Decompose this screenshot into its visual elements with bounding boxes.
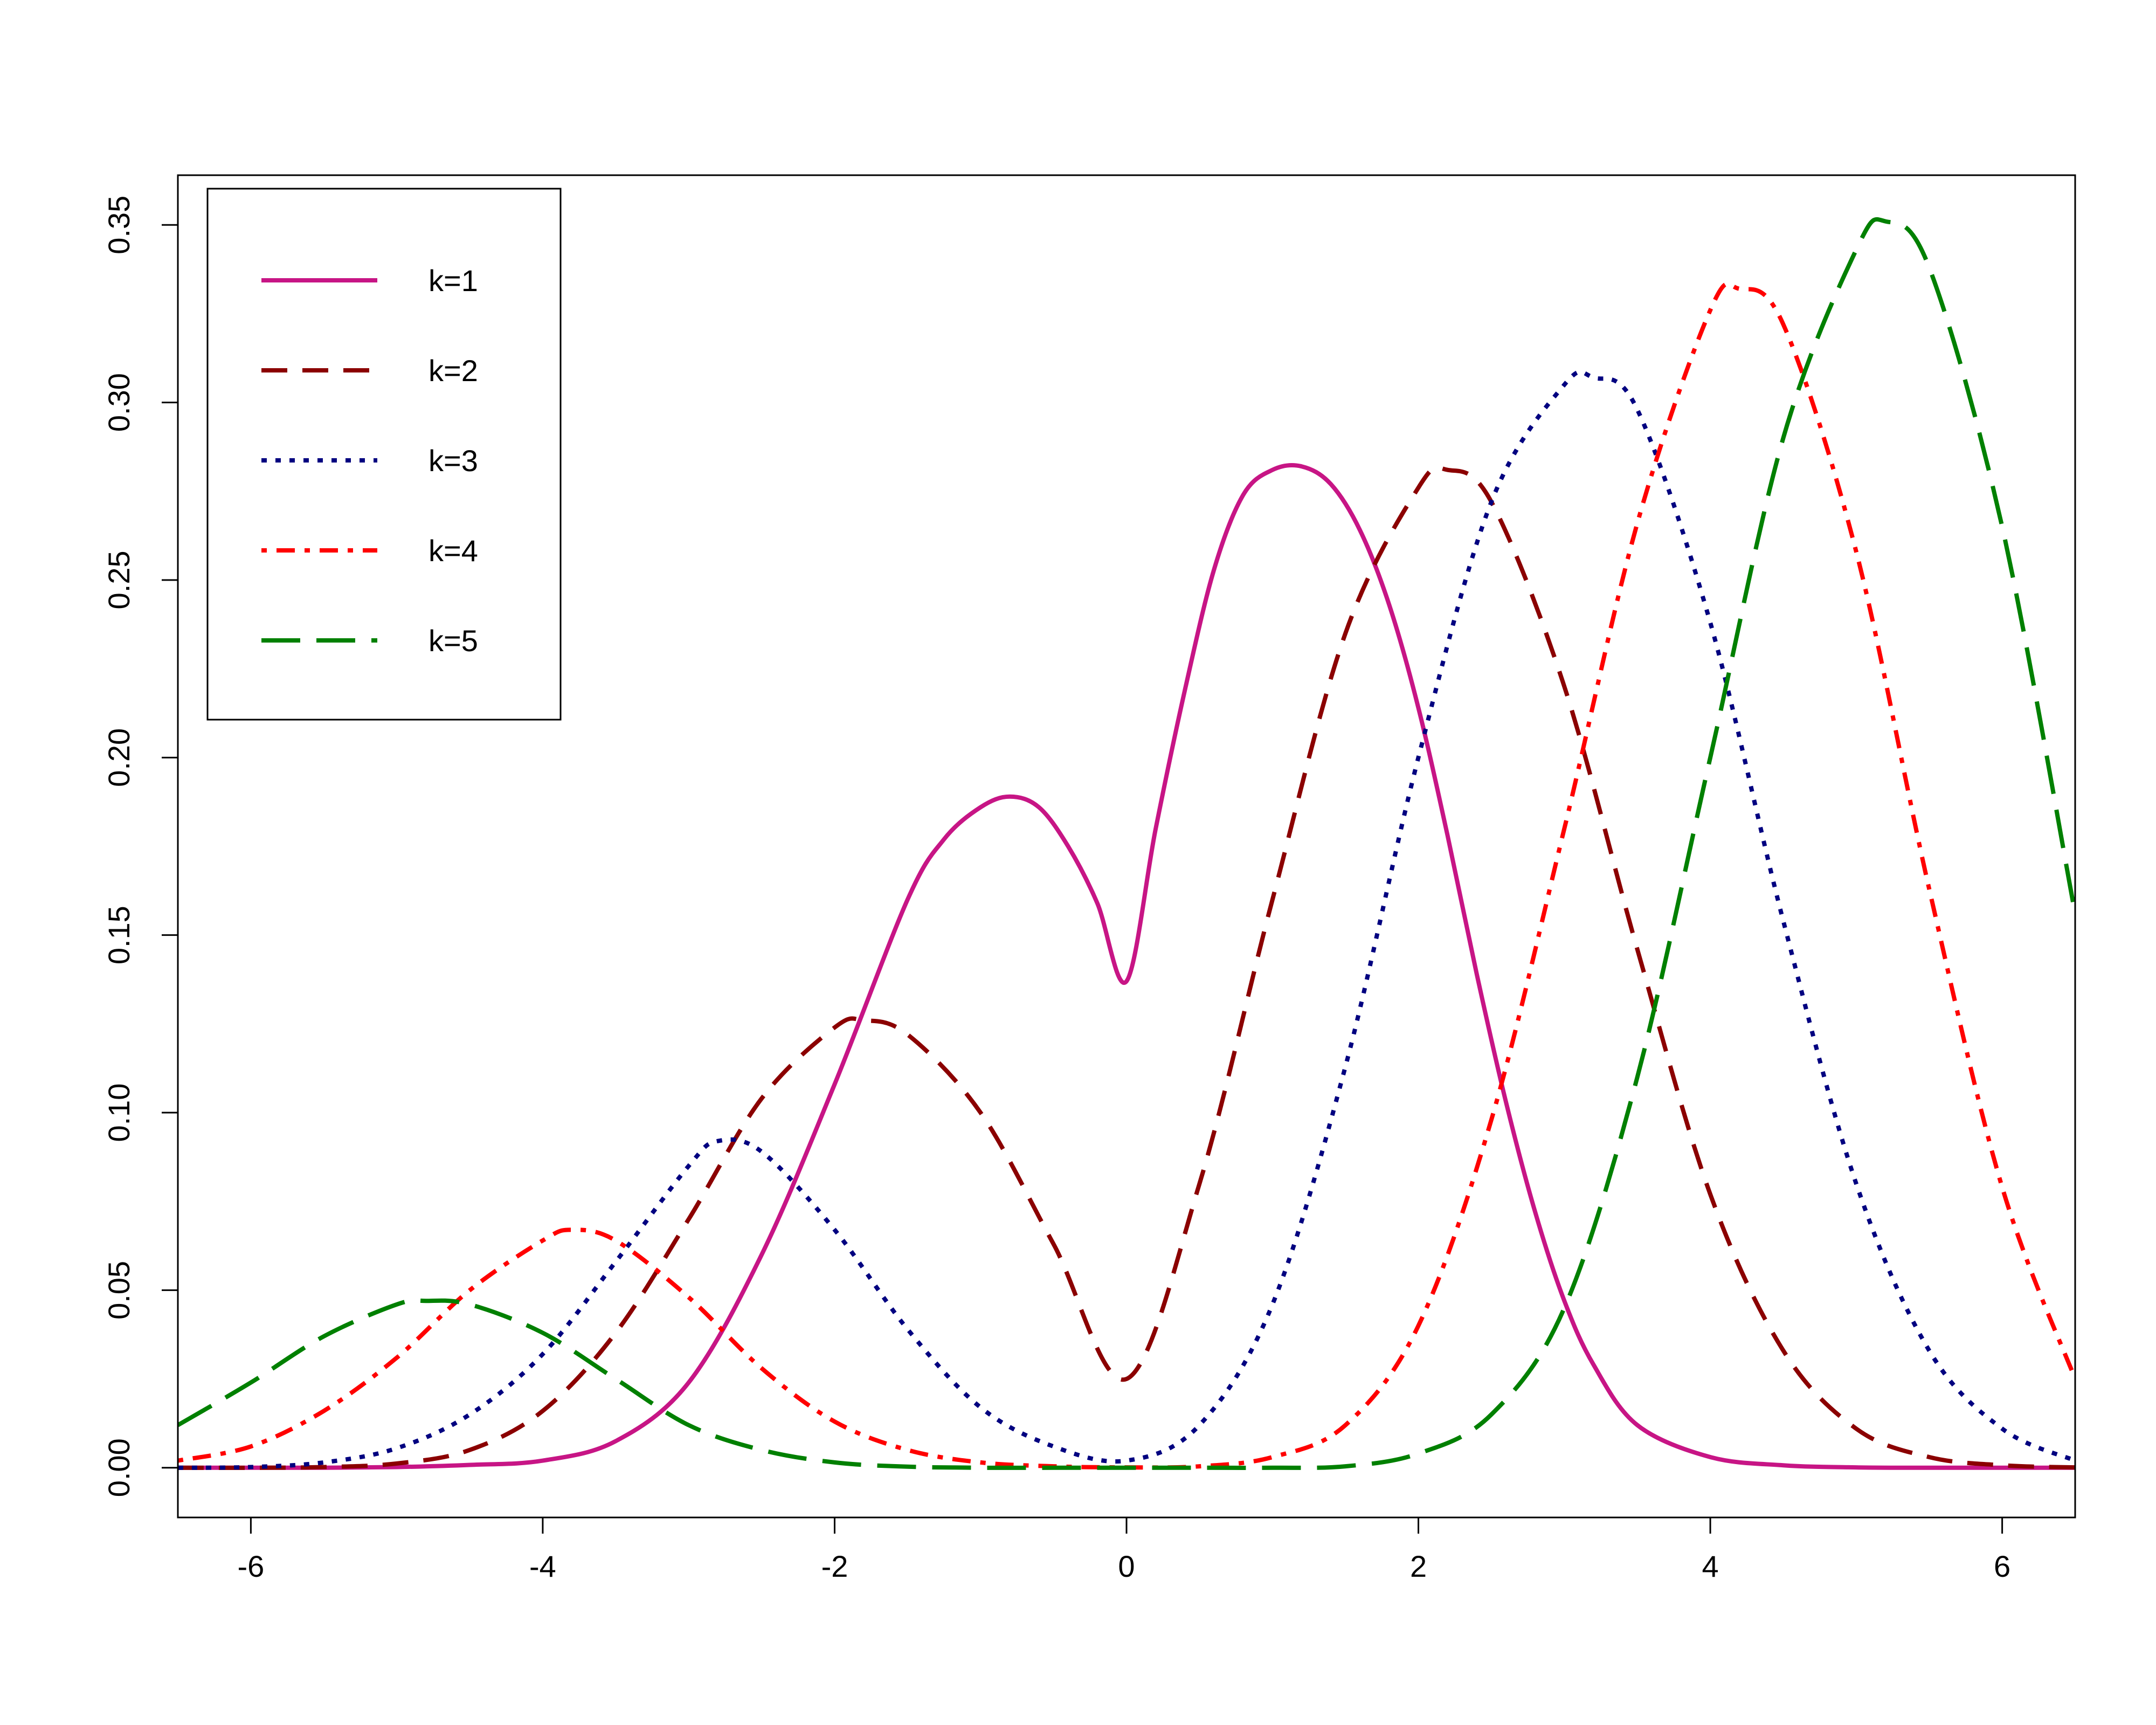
plot-frame bbox=[177, 174, 2076, 1519]
x-tick-label: 2 bbox=[1410, 1549, 1427, 1583]
series-line-5 bbox=[178, 217, 2075, 1470]
y-tick-label: 0.25 bbox=[102, 550, 136, 609]
curves bbox=[178, 217, 2075, 1470]
x-tick-label: -6 bbox=[237, 1549, 264, 1583]
legend-label-3: k=3 bbox=[429, 444, 478, 478]
series-line-3 bbox=[178, 369, 2075, 1470]
y-tick-label: 0.20 bbox=[102, 728, 136, 787]
x-tick-label: 6 bbox=[1994, 1549, 2010, 1583]
x-tick-label: -2 bbox=[821, 1549, 848, 1583]
y-tick-label: 0.00 bbox=[102, 1438, 136, 1497]
series-line-4 bbox=[178, 281, 2075, 1470]
x-tick-label: -4 bbox=[529, 1549, 556, 1583]
series-line-2 bbox=[178, 465, 2075, 1470]
legend-label-2: k=2 bbox=[429, 354, 478, 388]
y-tick-label: 0.15 bbox=[102, 906, 136, 964]
legend: k=1 k=2 k=3 k=4 k=5 bbox=[206, 188, 562, 721]
series-line-1 bbox=[178, 463, 2075, 1470]
y-tick-label: 0.10 bbox=[102, 1084, 136, 1142]
x-tick-label: 0 bbox=[1118, 1549, 1135, 1583]
y-tick-label: 0.30 bbox=[102, 373, 136, 432]
legend-label-5: k=5 bbox=[429, 624, 478, 658]
legend-label-1: k=1 bbox=[429, 264, 478, 298]
y-tick-label: 0.05 bbox=[102, 1261, 136, 1320]
y-tick-label: 0.35 bbox=[102, 196, 136, 254]
x-tick-label: 4 bbox=[1702, 1549, 1718, 1583]
legend-label-4: k=4 bbox=[429, 534, 478, 568]
legend-box bbox=[206, 188, 562, 721]
x-axis: -6 -4 -2 0 2 4 6 bbox=[237, 1516, 2010, 1583]
